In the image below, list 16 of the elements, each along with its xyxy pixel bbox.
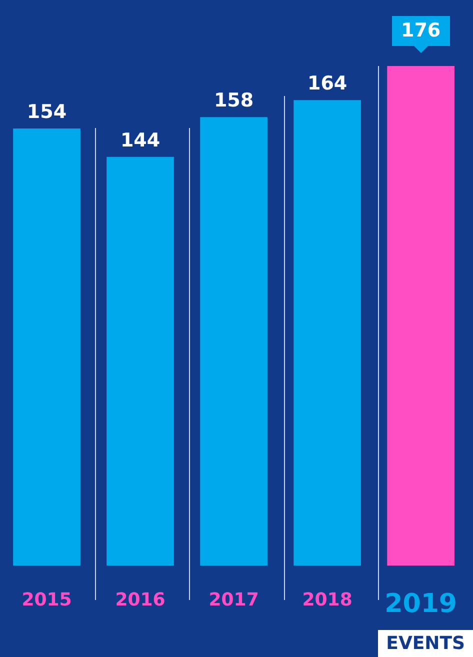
data-label: 154 — [26, 100, 67, 123]
x-tick-label: 2018 — [302, 589, 352, 610]
text: EVENTS — [378, 630, 473, 657]
x-tick-label: 2019 — [384, 589, 458, 620]
bar — [200, 117, 268, 566]
bar — [387, 66, 454, 566]
bar — [106, 156, 174, 566]
data-label: 144 — [120, 129, 160, 152]
data-label: 158 — [214, 90, 254, 112]
x-tick-label: 2015 — [22, 589, 72, 610]
x-tick-label: 2017 — [208, 589, 259, 610]
bar — [294, 100, 361, 566]
data-label: 164 — [307, 72, 348, 95]
x-tick-label: 2016 — [115, 589, 166, 610]
bar — [13, 128, 80, 566]
data-label: 176 — [400, 19, 441, 42]
